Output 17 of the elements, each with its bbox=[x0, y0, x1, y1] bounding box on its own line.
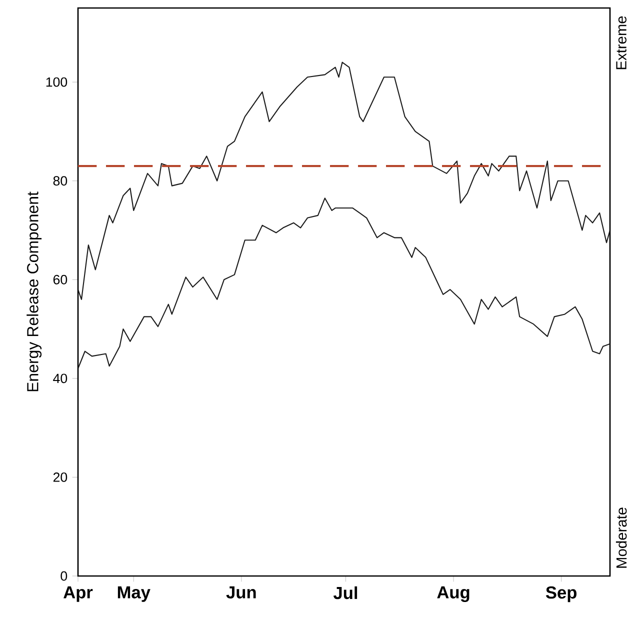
x-tick-label: Apr bbox=[64, 586, 93, 602]
y-tick-label: 40 bbox=[53, 374, 68, 384]
x-tick-label: Jul bbox=[333, 586, 358, 600]
y-tick-label: 80 bbox=[53, 176, 68, 186]
line-series bbox=[78, 62, 610, 300]
x-tick-label: May bbox=[118, 586, 150, 602]
text: Moderate bbox=[616, 508, 627, 568]
x-tick-label: Aug bbox=[437, 586, 470, 602]
y-tick-label: 0 bbox=[60, 571, 68, 581]
x-tick-label: Sep bbox=[546, 586, 576, 602]
x-tick-label: Jun bbox=[226, 586, 256, 598]
y-tick-label: 60 bbox=[53, 274, 68, 284]
y-tick-label: 100 bbox=[46, 77, 68, 87]
y-axis-title: Energy Release Component bbox=[26, 192, 42, 392]
y-tick-label: 20 bbox=[53, 472, 68, 482]
text: Extreme bbox=[616, 16, 626, 70]
line-series bbox=[78, 198, 610, 370]
